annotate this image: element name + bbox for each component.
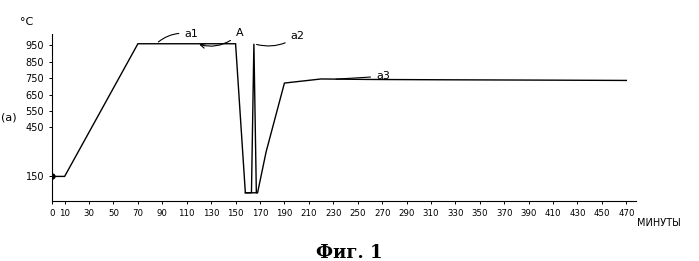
Text: (a): (a) bbox=[1, 112, 17, 122]
Text: МИНУТЫ: МИНУТЫ bbox=[637, 218, 681, 228]
Y-axis label: °C: °C bbox=[20, 17, 33, 27]
Text: a2: a2 bbox=[257, 31, 305, 46]
Text: Фиг. 1: Фиг. 1 bbox=[316, 244, 383, 261]
Text: a3: a3 bbox=[336, 71, 390, 81]
Text: A: A bbox=[201, 28, 243, 48]
Text: a1: a1 bbox=[159, 29, 199, 42]
